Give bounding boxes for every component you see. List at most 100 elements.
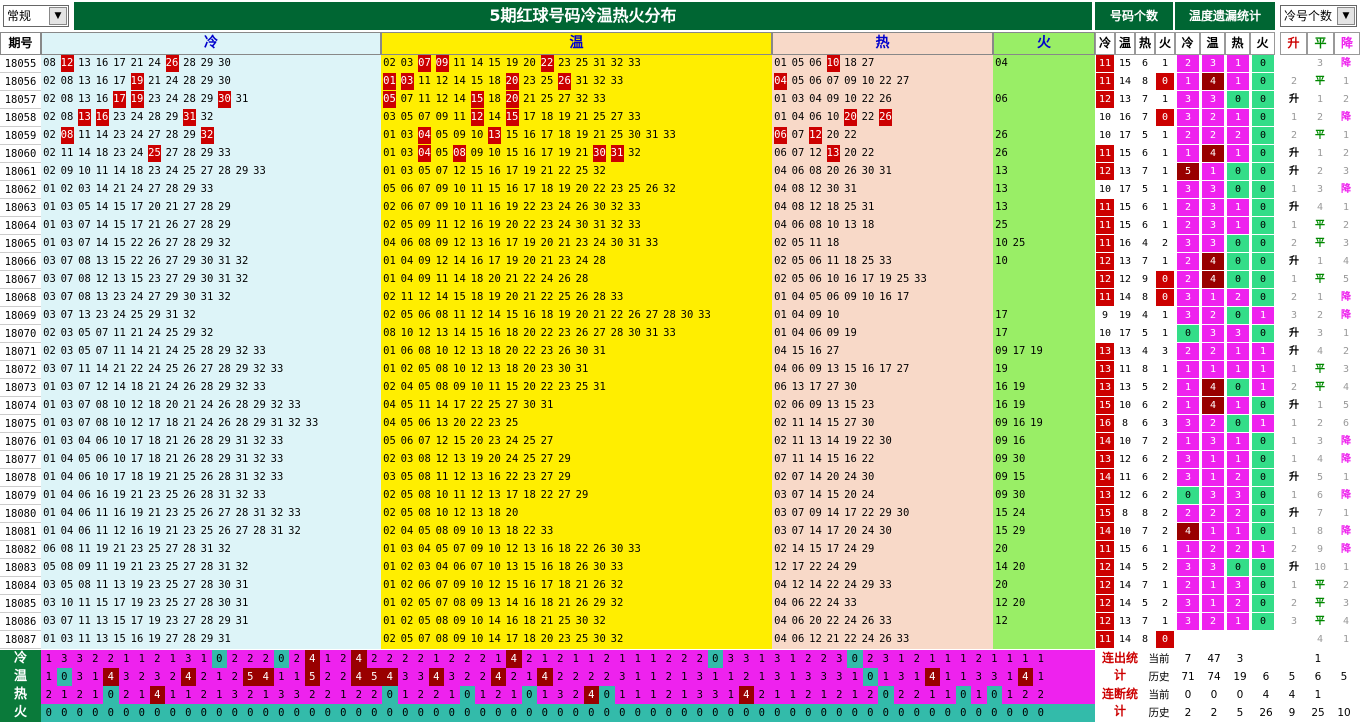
ball-number: 25 [844, 201, 857, 213]
ball-number: 20 [523, 255, 536, 267]
count-cell: 0 [1156, 73, 1174, 90]
warm-header: 温 [381, 32, 772, 55]
ball-number: 01 [383, 147, 396, 159]
ball-number: 33 [698, 309, 711, 321]
ball-number: 17 [1012, 345, 1026, 357]
ball-number: 22 [470, 399, 484, 411]
ball-number: 07 [791, 489, 805, 501]
temp-cell: 2 [1177, 577, 1199, 594]
count-cell: 5 [1136, 595, 1154, 612]
ball-number: 22 [558, 165, 571, 177]
summary-value: 2 [836, 689, 843, 701]
ball-number: 16 [523, 129, 536, 141]
zone-c-cell: 01 03 07 08 10 12 18 20 21 24 26 28 29 32 33 [43, 397, 380, 415]
ball-number: 02 [383, 201, 396, 213]
ball-number: 33 [270, 453, 284, 465]
ball-number: 16 [488, 165, 501, 177]
mode-select[interactable]: 常规 ▼ [3, 5, 69, 27]
ball-number: 30 [593, 201, 606, 213]
trend-cell: 2 [1342, 148, 1350, 159]
ball-number: 08 [791, 201, 805, 213]
ball-number: 26 [200, 471, 214, 483]
ball-number: 03 [60, 237, 74, 249]
summary-value: 1 [898, 653, 905, 665]
ball-number: 32 [235, 273, 249, 285]
ball-number: 20 [844, 525, 857, 537]
trend-cell: 4 [1316, 346, 1324, 357]
ball-number: 20 [826, 471, 840, 483]
ball-number: 06 [78, 471, 91, 483]
ball-number: 22 [593, 183, 606, 195]
temp-cell: 0 [1227, 91, 1249, 108]
ball-number: 08 [60, 561, 74, 573]
zone-h-cell: 01 04 06 09 19 [774, 325, 992, 343]
zone-h-cell: 02 14 15 17 24 29 [774, 541, 992, 559]
temp-cell: 3 [1177, 307, 1199, 324]
ball-number: 20 [165, 399, 179, 411]
ball-number: 24 [826, 561, 840, 573]
zone-w-cell: 08 10 12 13 14 15 16 18 20 22 23 26 27 28 30 31 33 [383, 325, 771, 343]
ball-number: 25 [165, 597, 179, 609]
stats-value: 2 [1201, 704, 1227, 722]
count-cell: 14 [1116, 289, 1134, 306]
count-cell: 2 [1156, 505, 1174, 522]
ball-number: 22 [523, 525, 536, 537]
count-cell: 9 [1136, 271, 1154, 288]
ball-number: 20 [505, 219, 519, 231]
ball-number: 05 [400, 309, 414, 321]
ball-number: 08 [809, 165, 822, 177]
zone-c-cell: 03 10 11 15 17 19 23 25 27 28 30 31 [43, 595, 380, 613]
count-cell: 6 [1136, 487, 1154, 504]
ball-number: 19 [505, 255, 519, 267]
ball-number: 19 [523, 237, 536, 249]
table-row: 18076 01 03 04 06 10 17 18 21 26 28 29 31 32 33 05 06 07 1… [0, 433, 1360, 451]
ball-number: 31 [610, 145, 624, 162]
ball-number: 19 [130, 91, 144, 108]
ball-number: 15 [130, 273, 144, 285]
zone-f-cell: 09 30 [995, 451, 1094, 469]
ball-number: 13 [470, 507, 484, 519]
zone-c-cell: 01 03 07 08 10 12 17 18 21 24 26 28 29 31 32 33 [43, 415, 380, 433]
ball-number: 23 [558, 633, 571, 645]
zone-c-cell: 03 05 08 11 13 19 23 25 27 28 30 31 [43, 577, 380, 595]
summary-value: 0 [56, 668, 72, 686]
ball-number: 21 [593, 309, 606, 321]
ball-number: 31 [593, 345, 606, 357]
temp-cell: 2 [1202, 343, 1224, 360]
zone-w-cell: 01 06 08 10 12 13 18 20 22 23 26 30 31 [383, 343, 771, 361]
zone-f-cell: 04 [995, 55, 1094, 73]
trend-cell: 升 [1289, 148, 1299, 159]
ball-number: 21 [165, 471, 179, 483]
ball-number: 29 [879, 507, 892, 519]
summary-value: 1 [541, 689, 548, 701]
count-cell: 7 [1136, 91, 1154, 108]
zone-w-cell: 01 03 11 12 14 15 18 20 23 25 26 31 32 33 [383, 73, 771, 91]
ball-number: 11 [78, 363, 91, 375]
ball-number: 14 [791, 543, 805, 555]
ball-number: 21 [148, 219, 161, 231]
summary-value: 1 [402, 689, 409, 701]
ball-number: 03 [774, 507, 787, 519]
ball-number: 11 [809, 237, 822, 249]
summary-value: 3 [774, 653, 781, 665]
ball-number: 17 [113, 91, 126, 108]
ball-number: 28 [218, 363, 231, 375]
period-cell: 18056 [0, 73, 41, 91]
ball-number: 33 [628, 543, 641, 555]
summary-value: 1 [479, 689, 486, 701]
zone-h-cell: 07 11 14 15 16 22 [774, 451, 992, 469]
ball-number: 18 [558, 129, 571, 141]
ball-number: 14 [130, 345, 144, 357]
ball-number: 14 [78, 147, 91, 159]
trend-cell: 1 [1316, 148, 1324, 159]
sort-select[interactable]: 冷号个数 ▼ [1280, 5, 1357, 27]
zone-c-cell: 03 07 08 13 23 24 27 29 30 31 32 [43, 289, 380, 307]
ball-number: 33 [218, 147, 231, 159]
ball-number: 13 [470, 345, 484, 357]
ball-number: 31 [645, 129, 659, 141]
ball-number: 18 [488, 75, 501, 87]
period-cell: 18055 [0, 55, 41, 73]
ball-number: 13 [470, 237, 484, 249]
trend-cell: 1 [1342, 130, 1350, 141]
summary-value: 2 [975, 653, 982, 665]
